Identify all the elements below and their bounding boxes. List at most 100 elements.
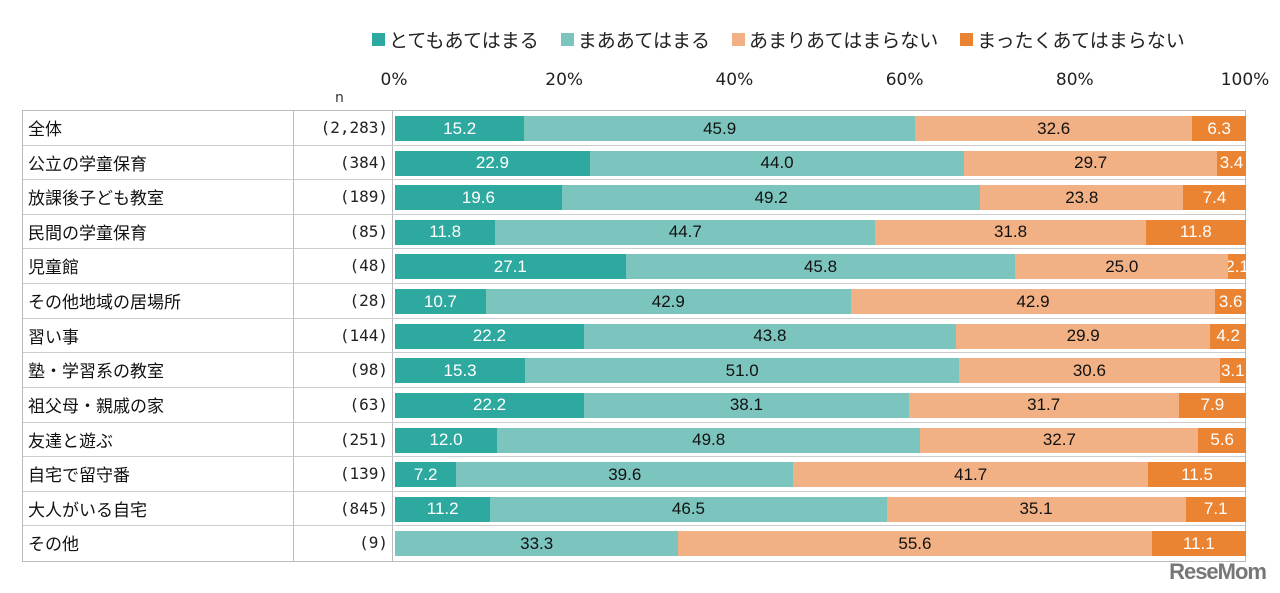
bar-segment: 38.1 — [584, 392, 909, 418]
n-value: (845) — [339, 498, 388, 518]
n-cell: (189) — [293, 180, 393, 214]
bar-segment: 32.7 — [920, 427, 1199, 453]
bar-segment: 39.6 — [456, 462, 794, 488]
n-cell: (63) — [293, 387, 393, 422]
table-row: 自宅で留守番 (139) 7.2 39.6 41.7 11.5 — [23, 457, 1246, 492]
x-tick-label: 60% — [885, 70, 924, 90]
data-label: 11.5 — [1181, 464, 1213, 484]
n-value: (384) — [339, 152, 388, 172]
bar-segment: 19.6 — [395, 185, 562, 211]
data-label: 6.3 — [1207, 118, 1231, 138]
x-tick-label: 80% — [1055, 70, 1094, 90]
n-value: (9) — [359, 533, 388, 553]
data-label: 30.6 — [1072, 360, 1106, 380]
x-tick-label: 40% — [715, 70, 754, 90]
data-label: 22.2 — [472, 326, 506, 346]
data-label: 39.6 — [608, 464, 642, 484]
bar-segment: 15.2 — [395, 116, 525, 141]
category-label: 友達と遊ぶ — [28, 431, 113, 452]
n-cell: (384) — [293, 145, 393, 180]
chart-table: 全体 (2,283) 15.2 45.9 32.6 6.3 公立の学童保育 (384) 22.9… — [22, 110, 1246, 562]
legend-item: まったくあてはまらない — [960, 26, 1185, 53]
data-label: 4.2 — [1216, 326, 1240, 346]
bar-segment: 7.1 — [1185, 496, 1246, 522]
data-label: 2.1 — [1228, 256, 1246, 276]
bar-segment: 3.1 — [1219, 358, 1246, 384]
n-cell: (144) — [293, 318, 393, 353]
bar-segment: 22.9 — [395, 150, 590, 176]
table-row: 全体 (2,283) 15.2 45.9 32.6 6.3 — [23, 111, 1246, 146]
n-value: (48) — [349, 256, 388, 276]
data-label: 19.6 — [461, 187, 495, 207]
category-label: 民間の学童保育 — [28, 223, 147, 244]
legend-swatch — [731, 33, 745, 46]
table-row: 民間の学童保育 (85) 11.8 44.7 31.8 11.8 — [23, 214, 1246, 250]
category-label: その他地域の居場所 — [28, 293, 181, 314]
data-label: 45.9 — [703, 118, 737, 138]
data-label: 33.3 — [520, 533, 554, 553]
n-value: (98) — [349, 360, 388, 380]
bar-segment: 15.3 — [395, 358, 526, 384]
bar-segment: 49.8 — [497, 427, 921, 453]
data-label: 3.1 — [1220, 360, 1245, 380]
bar-segment: 11.8 — [1145, 219, 1246, 245]
n-cell: (251) — [293, 422, 393, 457]
legend-label: とてもあてはまる — [389, 30, 539, 52]
legend-item: まああてはまる — [560, 26, 710, 53]
data-label: 29.7 — [1074, 153, 1108, 173]
data-label: 42.9 — [651, 291, 685, 311]
data-label: 7.1 — [1203, 499, 1228, 519]
n-cell: (85) — [293, 214, 393, 249]
bar-segment: 3.6 — [1215, 289, 1246, 315]
data-label: 3.6 — [1218, 291, 1243, 311]
n-cell: (48) — [293, 249, 393, 284]
category-label: 塾・学習系の教室 — [28, 362, 164, 383]
bar-segment: 7.4 — [1183, 185, 1246, 211]
data-label: 3.4 — [1219, 153, 1244, 173]
n-cell: (845) — [293, 491, 393, 526]
data-label: 11.2 — [426, 499, 459, 519]
data-label: 23.8 — [1065, 187, 1099, 207]
bar-segment: 44.0 — [589, 150, 965, 176]
bar-segment: 11.5 — [1148, 462, 1246, 488]
table-row: その他地域の居場所 (28) 10.7 42.9 42.9 3.6 — [23, 284, 1246, 319]
data-label: 10.7 — [423, 291, 458, 311]
category-label: 祖父母・親戚の家 — [28, 396, 164, 417]
data-label: 49.8 — [692, 430, 726, 450]
bar-segment: 3.4 — [1217, 150, 1246, 176]
data-label: 31.8 — [993, 222, 1028, 242]
category-label: 放課後子ども教室 — [28, 189, 164, 210]
data-label: 22.9 — [475, 153, 509, 173]
data-label: 55.6 — [898, 533, 932, 553]
category-label: その他 — [28, 535, 79, 556]
data-label: 7.4 — [1202, 187, 1227, 207]
bar-segment: 22.2 — [395, 323, 584, 349]
bar-segment: 25.0 — [1015, 254, 1229, 280]
bar-segment: 42.9 — [850, 289, 1216, 315]
data-label: 15.2 — [443, 118, 477, 138]
data-label: 42.9 — [1016, 291, 1050, 311]
bar-segment: 10.7 — [395, 289, 486, 315]
n-value: (189) — [339, 187, 388, 207]
n-cell: (139) — [293, 457, 393, 491]
bar-segment: 35.1 — [886, 496, 1186, 522]
x-tick-label: 0% — [380, 70, 408, 90]
data-label: 44.7 — [668, 222, 702, 242]
n-value: (28) — [349, 291, 388, 311]
watermark-logo: ReseMom — [1169, 559, 1267, 584]
data-label: 43.8 — [753, 326, 787, 346]
legend-item: とてもあてはまる — [372, 26, 539, 53]
bar-segment: 12.0 — [395, 427, 498, 453]
data-label: 15.3 — [443, 360, 477, 380]
data-label: 35.1 — [1019, 499, 1053, 519]
bar-segment: 29.7 — [964, 150, 1218, 176]
table-row: 大人がいる自宅 (845) 11.2 46.5 35.1 7.1 — [23, 491, 1246, 527]
bar-segment: 32.6 — [914, 116, 1193, 141]
n-cell: (28) — [293, 284, 393, 318]
table-row: 祖父母・親戚の家 (63) 22.2 38.1 31.7 7.9 — [23, 387, 1246, 423]
legend-swatch — [560, 33, 574, 46]
legend-label: まああてはまる — [577, 30, 710, 52]
table-row: 習い事 (144) 22.2 43.8 29.9 4.2 — [23, 318, 1246, 354]
legend-swatch — [960, 33, 974, 46]
bar-segment: 31.7 — [908, 392, 1179, 418]
